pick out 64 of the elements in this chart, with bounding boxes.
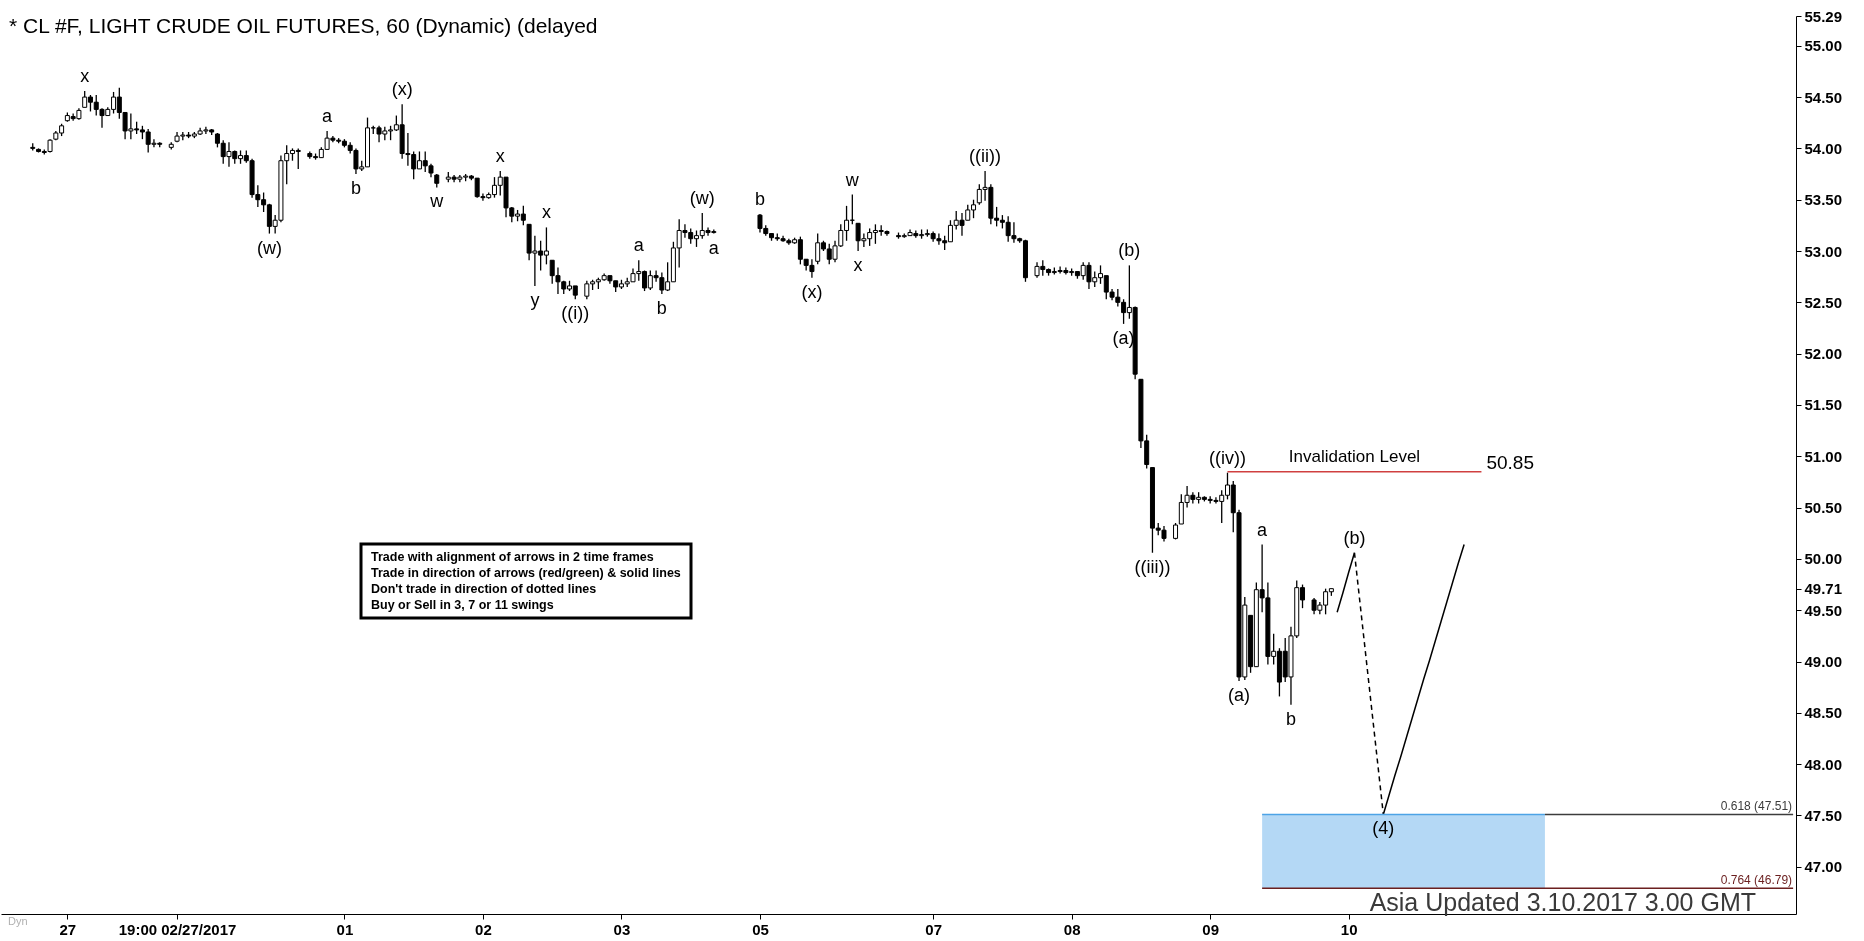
annotation: y — [530, 289, 540, 310]
y-tick-label: 50.50 — [1804, 499, 1843, 517]
annotation: (4) — [1372, 818, 1395, 839]
chart-title: * CL #F, LIGHT CRUDE OIL FUTURES, 60 (Dynamic) (delayed — [9, 14, 598, 37]
annotation: Asia Updated 3.10.2017 3.00 GMT — [1369, 888, 1756, 916]
x-tick-label: 27 — [59, 920, 77, 938]
annotation: b — [350, 178, 361, 199]
annotation: a — [322, 105, 334, 126]
annotation: w — [844, 169, 860, 190]
annotation: (b) — [1118, 240, 1141, 261]
x-tick-label: 03 — [613, 920, 631, 938]
annotation: (x) — [391, 79, 413, 100]
y-tick-label: 50.00 — [1804, 550, 1843, 568]
annotation: b — [1285, 708, 1296, 729]
y-tick-label: 49.50 — [1804, 601, 1843, 619]
y-tick-label: 53.00 — [1804, 242, 1843, 260]
series-label: Invalidation Level — [1288, 446, 1421, 466]
x-tick-label: 08 — [1063, 920, 1081, 938]
y-tick-label: 54.00 — [1804, 139, 1843, 157]
x-tick-label: 10 — [1340, 920, 1358, 938]
x-tick-label: 05 — [752, 920, 769, 938]
annotation: x — [541, 202, 551, 223]
y-tick-label: 52.50 — [1804, 293, 1843, 311]
text: Dyn — [8, 915, 28, 927]
x-tick-label: 01 — [336, 920, 354, 938]
y-tick-label: 51.50 — [1804, 396, 1843, 414]
annotation: ((iv)) — [1208, 447, 1246, 468]
annotation: (x) — [801, 281, 823, 302]
annotation: x — [495, 145, 505, 166]
y-tick-label: 47.00 — [1804, 858, 1843, 876]
x-tick-label: 09 — [1202, 920, 1220, 938]
x-tick-label: 19:00 02/27/2017 — [118, 920, 237, 938]
annotation: a — [633, 235, 645, 256]
data-label: 0.618 (47.51) — [1720, 799, 1793, 814]
annotation: (w) — [256, 237, 282, 258]
annotation: ((iii)) — [1134, 556, 1171, 577]
annotation: ((ii)) — [969, 145, 1002, 166]
y-tick-label: 48.00 — [1804, 755, 1843, 773]
y-tick-label: 55.29 — [1804, 7, 1843, 25]
y-tick-label: 52.00 — [1804, 345, 1843, 363]
y-tick-label: 53.50 — [1804, 191, 1843, 209]
x-tick-label: 02 — [475, 920, 492, 938]
x-tick-label: 07 — [925, 920, 942, 938]
annotation: (w) — [689, 188, 715, 209]
annotation: a — [1257, 519, 1269, 540]
data-label: 0.764 (46.79) — [1720, 873, 1793, 888]
y-tick-label: 49.00 — [1804, 653, 1843, 671]
y-tick-label: 51.00 — [1804, 447, 1843, 465]
annotation: b — [656, 298, 667, 319]
y-tick-label: 47.50 — [1804, 806, 1843, 824]
annotation: b — [754, 189, 765, 210]
annotation: x — [80, 65, 90, 86]
annotation: (a) — [1228, 685, 1251, 706]
data-label: 50.85 — [1486, 451, 1534, 473]
y-tick-label: 49.71 — [1804, 580, 1843, 598]
annotation: w — [429, 191, 445, 212]
y-tick-label: 54.50 — [1804, 88, 1843, 106]
y-tick-label: 55.00 — [1804, 37, 1843, 55]
annotation: a — [708, 237, 720, 258]
annotation: Trade with alignment of arrows in 2 time frames Trade in direction of arrows (red/green) & solid lines Don't trade in direction of dotted lines Buy or Sell in 3, 7 or 11 swings — [371, 550, 681, 612]
annotation: ((i)) — [561, 303, 590, 324]
annotation: x — [853, 255, 863, 276]
annotation: (b) — [1343, 527, 1366, 548]
y-tick-label: 48.50 — [1804, 704, 1843, 722]
